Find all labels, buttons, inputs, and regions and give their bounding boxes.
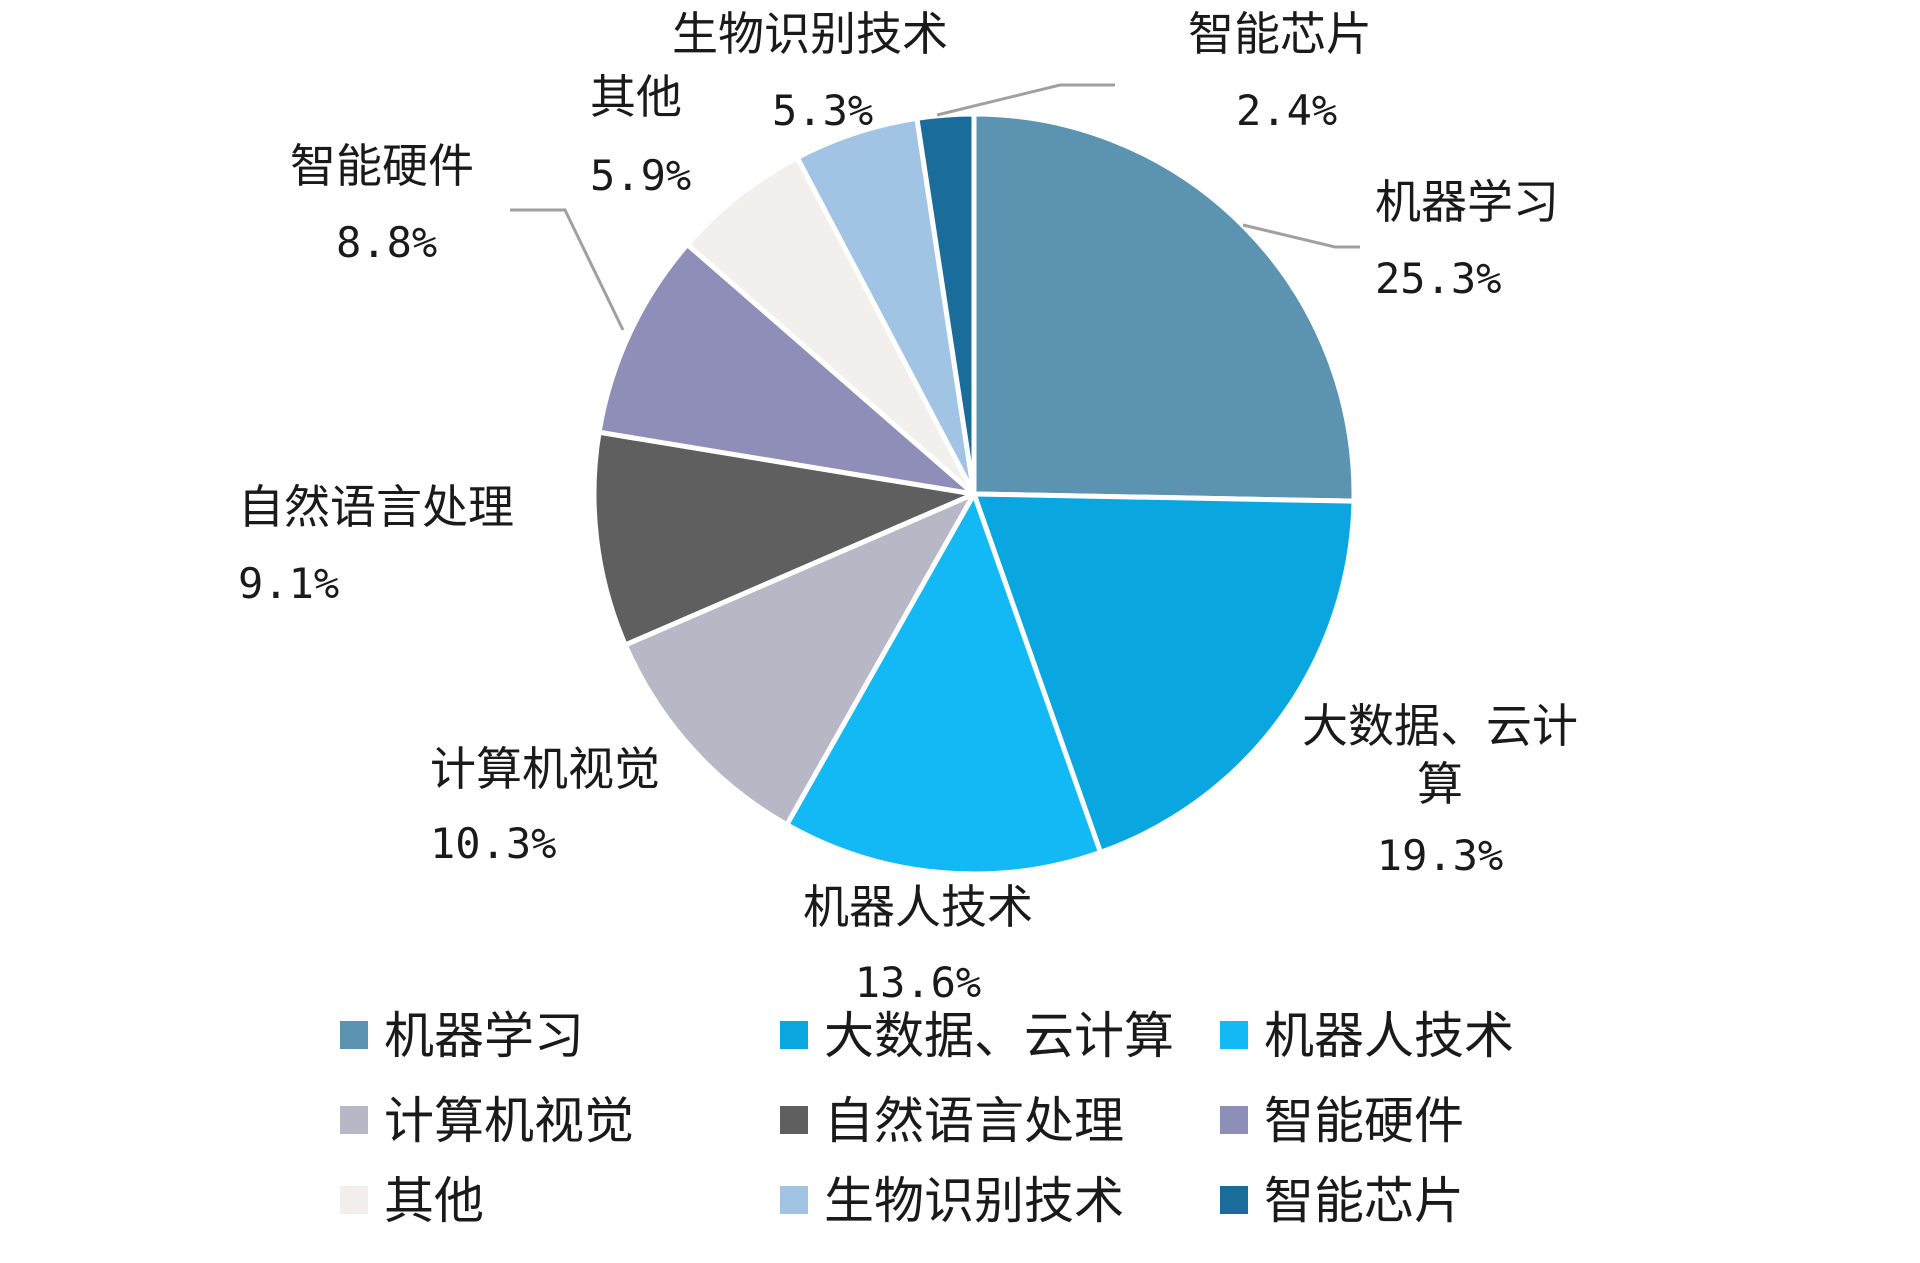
legend-swatch-8	[780, 1186, 808, 1214]
legend-label-2: 大数据、云计算	[824, 1007, 1174, 1065]
legend-swatch-5	[780, 1106, 808, 1134]
pie-slice-5	[591, 429, 977, 648]
slice-label-1: 机器学习	[1375, 175, 1559, 229]
leader-lines	[510, 83, 1360, 331]
legend-swatch-7	[340, 1186, 368, 1214]
legend-swatch-3	[1220, 1021, 1248, 1049]
legend-swatch-4	[340, 1106, 368, 1134]
legend-label-9: 智能芯片	[1264, 1172, 1464, 1230]
slice-value-label-2: 19.3%	[1377, 831, 1503, 880]
slice-label-9: 智能芯片	[1188, 7, 1372, 61]
legend-swatch-1	[340, 1021, 368, 1049]
slice-value-label-8: 5.3%	[772, 86, 873, 135]
legend-swatch-9	[1220, 1186, 1248, 1214]
slice-value-label-7: 5.9%	[590, 151, 691, 200]
pie-slice-1	[971, 111, 1357, 504]
slice-label-8: 生物识别技术	[672, 7, 948, 61]
pie-slice-9	[914, 111, 977, 497]
slice-value-label-4: 10.3%	[430, 819, 556, 868]
legend-swatch-2	[780, 1021, 808, 1049]
legend-label-3: 机器人技术	[1264, 1007, 1514, 1065]
legend-label-1: 机器学习	[384, 1007, 584, 1065]
legend-label-4: 计算机视觉	[384, 1092, 634, 1150]
slice-label-4: 计算机视觉	[430, 742, 660, 796]
legend-label-5: 自然语言处理	[824, 1092, 1124, 1150]
pie-slices	[591, 111, 1357, 877]
pie-slice-7	[684, 155, 977, 497]
legend-swatch-6	[1220, 1106, 1248, 1134]
slice-value-label-6: 8.8%	[336, 218, 437, 267]
legend-label-8: 生物识别技术	[824, 1172, 1124, 1230]
slice-value-label-3: 13.6%	[855, 958, 981, 1007]
slice-label-6: 智能硬件	[290, 139, 474, 193]
slice-label-3: 机器人技术	[803, 880, 1033, 934]
pie-slice-4	[622, 491, 977, 828]
legend-label-7: 其他	[384, 1172, 484, 1230]
slice-value-label-9: 2.4%	[1236, 86, 1337, 135]
leader-line-9	[936, 83, 1115, 117]
slice-label-5: 自然语言处理	[238, 480, 514, 534]
legend-label-6: 智能硬件	[1264, 1092, 1464, 1150]
slice-label-2: 大数据、云计算	[1302, 699, 1578, 811]
slice-label-7: 其他	[590, 70, 682, 124]
slice-value-label-5: 9.1%	[238, 559, 339, 608]
pie-slice-6	[596, 242, 977, 497]
pie-slice-3	[784, 491, 1103, 877]
slice-value-label-1: 25.3%	[1375, 254, 1501, 303]
leader-line-1	[1242, 223, 1360, 249]
slice-labels: 机器学习 25.3% 大数据、云计算 19.3% 机器人技术 13.6% 计算机视觉 10.3…	[238, 7, 1578, 1007]
leader-line-6	[510, 208, 625, 331]
